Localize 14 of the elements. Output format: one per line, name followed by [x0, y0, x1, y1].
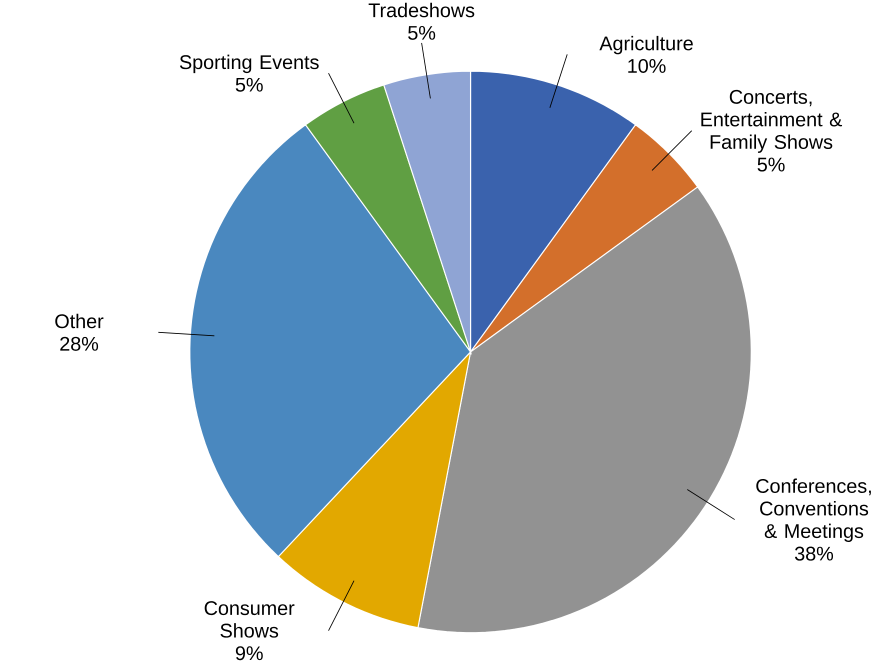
slice-label: Sporting Events [180, 54, 319, 74]
slice-label: Other [55, 314, 104, 328]
data-label: 5% [758, 158, 785, 172]
data-label: 5% [236, 78, 263, 92]
data-label: 10% [628, 58, 666, 73]
data-label: 38% [794, 546, 834, 561]
data-label: 28% [60, 336, 98, 351]
slice-label: Conferences, Conventions & Meetings [756, 478, 871, 542]
slice-label: Agriculture [599, 36, 693, 54]
data-label: 9% [236, 646, 263, 660]
slice-label: Consumer Shows [204, 601, 294, 638]
slice-label: Tradeshows [368, 2, 474, 18]
slice-label: Concerts, Entertainment & Family Shows [701, 90, 842, 153]
data-label: 5% [408, 26, 436, 40]
